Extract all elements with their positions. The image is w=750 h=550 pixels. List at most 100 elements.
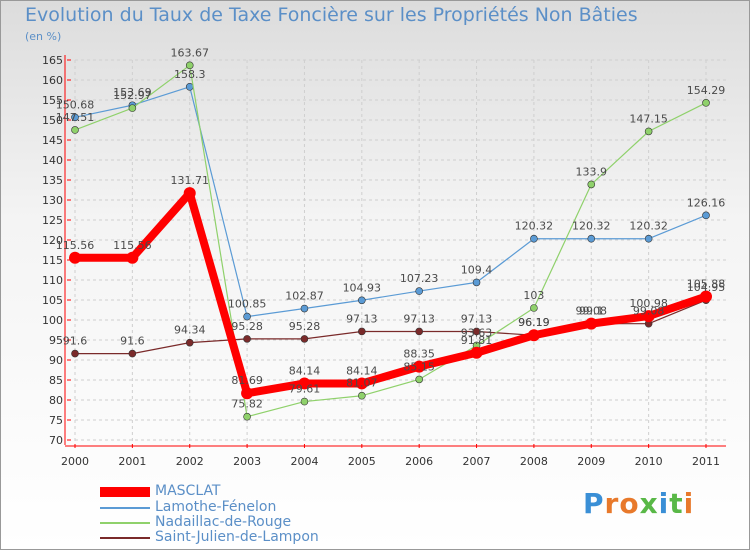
logo-letter: o bbox=[619, 487, 640, 520]
data-label-saint-julien-de-lampon-2005: 97.13 bbox=[346, 312, 378, 325]
data-label-lamothe-fenelon-2010: 120.32 bbox=[629, 220, 668, 233]
x-tick-label-2000: 2000 bbox=[61, 455, 89, 468]
data-label-nadaillac-de-rouge-2006: 85.15 bbox=[403, 360, 435, 373]
data-label-saint-julien-de-lampon-2007: 97.13 bbox=[461, 312, 493, 325]
data-label-saint-julien-de-lampon-2008: 96.19 bbox=[518, 316, 550, 329]
data-label-nadaillac-de-rouge-2002: 163.67 bbox=[170, 46, 209, 59]
point-nadaillac-de-rouge-2002 bbox=[185, 61, 194, 70]
point-lamothe-fenelon-2003 bbox=[243, 312, 251, 321]
point-lamothe-fenelon-2010 bbox=[644, 234, 653, 243]
point-lamothe-fenelon-2008 bbox=[530, 234, 538, 243]
data-label-masclat-2010: 100.98 bbox=[629, 297, 668, 310]
y-tick-label-85: 85 bbox=[49, 374, 63, 387]
data-label-nadaillac-de-rouge-2007: 93.63 bbox=[461, 326, 493, 339]
data-label-saint-julien-de-lampon-2000: 91.6 bbox=[63, 335, 88, 348]
y-tick-label-70: 70 bbox=[49, 434, 63, 447]
x-tick-label-2007: 2007 bbox=[463, 455, 491, 468]
data-label-saint-julien-de-lampon-2011: 104.95 bbox=[687, 281, 726, 294]
data-label-nadaillac-de-rouge-2005: 81.07 bbox=[346, 377, 378, 390]
data-label-masclat-2008: 96.19 bbox=[518, 316, 550, 329]
point-masclat-2008 bbox=[527, 329, 540, 342]
y-tick-label-165: 165 bbox=[42, 54, 63, 67]
y-tick-label-160: 160 bbox=[42, 74, 63, 87]
point-nadaillac-de-rouge-2001 bbox=[128, 104, 137, 112]
point-masclat-2009 bbox=[585, 317, 598, 330]
y-tick-label-145: 145 bbox=[42, 134, 63, 147]
point-masclat-2003 bbox=[241, 387, 254, 400]
data-label-masclat-2005: 84.14 bbox=[346, 364, 378, 377]
data-label-lamothe-fenelon-2009: 120.32 bbox=[572, 220, 611, 233]
point-lamothe-fenelon-2006 bbox=[415, 287, 423, 295]
point-nadaillac-de-rouge-2005 bbox=[358, 391, 366, 400]
data-label-nadaillac-de-rouge-2008: 103 bbox=[523, 289, 544, 302]
y-tick-label-125: 125 bbox=[42, 214, 63, 227]
data-label-nadaillac-de-rouge-2003: 75.82 bbox=[231, 398, 263, 411]
data-label-lamothe-fenelon-2003: 100.85 bbox=[228, 298, 267, 311]
plot-area bbox=[75, 60, 706, 440]
point-masclat-2005 bbox=[355, 377, 368, 390]
x-tick-label-2011: 2011 bbox=[692, 455, 720, 468]
data-label-masclat-2004: 84.14 bbox=[289, 364, 321, 377]
y-tick-label-120: 120 bbox=[42, 234, 63, 247]
point-nadaillac-de-rouge-2010 bbox=[644, 127, 653, 136]
point-masclat-2002 bbox=[183, 187, 196, 200]
y-tick-label-95: 95 bbox=[49, 334, 63, 347]
legend-label-saint-julien-de-lampon: Saint-Julien-de-Lampon bbox=[155, 529, 319, 545]
series-line-masclat bbox=[75, 189, 708, 398]
legend-swatch-saint-julien-de-lampon bbox=[100, 537, 150, 539]
x-tick-label-2009: 2009 bbox=[577, 455, 605, 468]
legend-swatch-lamothe-fenelon bbox=[100, 507, 150, 509]
data-label-lamothe-fenelon-2002: 158.3 bbox=[174, 68, 206, 81]
point-nadaillac-de-rouge-2011 bbox=[702, 99, 710, 107]
data-label-lamothe-fenelon-2000: 150.68 bbox=[56, 98, 95, 111]
data-label-saint-julien-de-lampon-2001: 91.6 bbox=[120, 335, 145, 348]
data-label-saint-julien-de-lampon-2003: 95.28 bbox=[231, 320, 263, 333]
x-tick-label-2005: 2005 bbox=[348, 455, 376, 468]
y-tick-label-80: 80 bbox=[49, 394, 63, 407]
data-label-masclat-2009: 99.1 bbox=[579, 305, 604, 318]
x-tick-label-2001: 2001 bbox=[118, 455, 146, 468]
point-nadaillac-de-rouge-2004 bbox=[300, 397, 309, 406]
y-tick-label-150: 150 bbox=[42, 114, 63, 127]
point-lamothe-fenelon-2005 bbox=[358, 296, 366, 305]
x-tick-label-2010: 2010 bbox=[635, 455, 663, 468]
y-axis-unit-label: (en %) bbox=[25, 30, 62, 43]
data-label-lamothe-fenelon-2007: 109.4 bbox=[461, 263, 493, 276]
data-label-masclat-2006: 88.35 bbox=[403, 348, 435, 361]
y-tick-label-110: 110 bbox=[42, 274, 63, 287]
point-lamothe-fenelon-2004 bbox=[300, 304, 309, 313]
logo-letter: i bbox=[658, 487, 670, 520]
point-lamothe-fenelon-2011 bbox=[702, 211, 710, 220]
y-tick-label-130: 130 bbox=[42, 194, 63, 207]
logo-letter: r bbox=[604, 487, 620, 520]
data-label-lamothe-fenelon-2006: 107.23 bbox=[400, 272, 439, 285]
point-saint-julien-de-lampon-2001 bbox=[128, 349, 137, 358]
series-line-lamothe-fenelon bbox=[74, 86, 707, 318]
point-masclat-2011 bbox=[700, 290, 712, 303]
point-lamothe-fenelon-2002 bbox=[185, 83, 194, 91]
point-masclat-2001 bbox=[126, 251, 139, 264]
point-masclat-2006 bbox=[413, 360, 426, 373]
y-tick-label-115: 115 bbox=[42, 254, 63, 267]
point-masclat-2010 bbox=[642, 310, 655, 323]
legend-label-nadaillac-de-rouge: Nadaillac-de-Rouge bbox=[155, 514, 292, 530]
data-label-masclat-2003: 81.69 bbox=[231, 374, 263, 387]
data-label-saint-julien-de-lampon-2006: 97.13 bbox=[403, 312, 435, 325]
x-tick-label-2008: 2008 bbox=[520, 455, 548, 468]
point-masclat-2007 bbox=[470, 346, 483, 359]
point-saint-julien-de-lampon-2000 bbox=[71, 349, 79, 358]
y-tick-label-105: 105 bbox=[42, 294, 63, 307]
legend-swatch-masclat bbox=[100, 487, 150, 497]
series-line-nadaillac-de-rouge bbox=[74, 64, 707, 418]
data-label-saint-julien-de-lampon-2010: 99.08 bbox=[633, 305, 665, 318]
point-saint-julien-de-lampon-2002 bbox=[185, 338, 194, 347]
point-saint-julien-de-lampon-2006 bbox=[415, 327, 423, 336]
y-tick-label-155: 155 bbox=[42, 94, 63, 107]
series-line-saint-julien-de-lampon bbox=[75, 299, 707, 355]
data-label-masclat-2002: 131.71 bbox=[170, 174, 209, 187]
data-label-nadaillac-de-rouge-2001: 152.97 bbox=[113, 89, 152, 102]
point-saint-julien-de-lampon-2003 bbox=[243, 335, 251, 343]
data-label-saint-julien-de-lampon-2009: 99.08 bbox=[576, 305, 608, 318]
